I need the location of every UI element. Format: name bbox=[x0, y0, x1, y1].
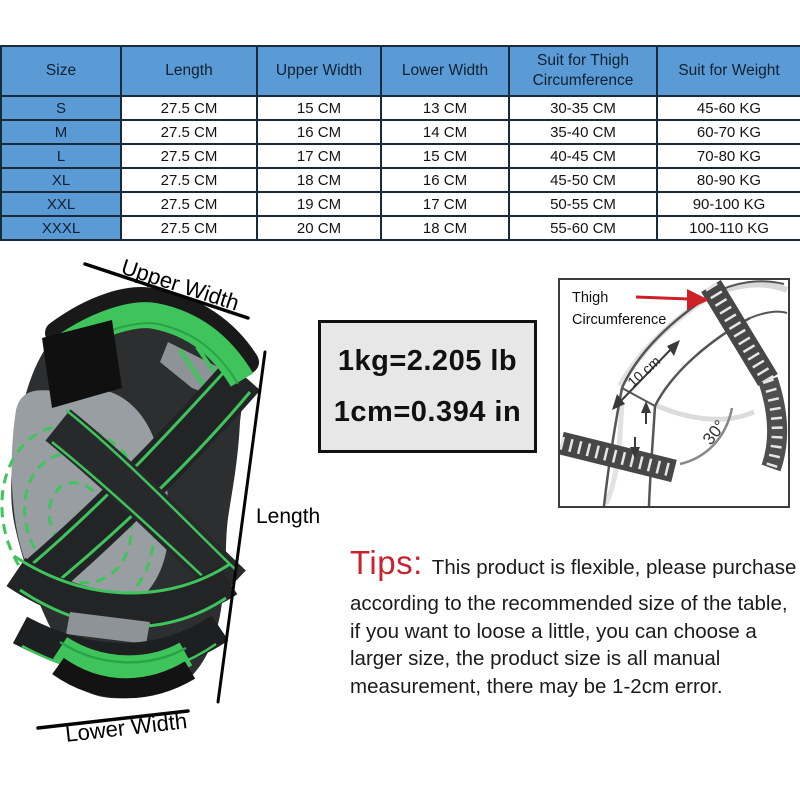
size-cell: XXL bbox=[0, 191, 122, 217]
value-cell: 40-45 CM bbox=[508, 143, 658, 169]
value-cell: 80-90 KG bbox=[656, 167, 800, 193]
table-row: XXXL 27.5 CM 20 CM 18 CM 55-60 CM 100-110 KG bbox=[0, 215, 800, 241]
table-header-row: Size Length Upper Width Lower Width Suit… bbox=[0, 45, 800, 97]
header-thigh-circumference: Suit for Thigh Circumference bbox=[508, 45, 658, 97]
tips-line: larger size, the product size is all man… bbox=[350, 647, 721, 670]
tips-line: according to the recommended size of the… bbox=[350, 592, 788, 615]
upper-width-line bbox=[83, 262, 250, 320]
size-cell: XL bbox=[0, 167, 122, 193]
thigh-measurement-diagram: Thigh Circumference 10 cm 30° bbox=[558, 278, 790, 508]
knee-brace-product-image bbox=[0, 262, 267, 730]
red-arrow-icon bbox=[635, 295, 690, 301]
tips-text: This product is flexible, please purchas… bbox=[431, 556, 797, 579]
value-cell: 14 CM bbox=[380, 119, 510, 145]
value-cell: 100-110 KG bbox=[656, 215, 800, 241]
value-cell: 27.5 CM bbox=[120, 95, 258, 121]
value-cell: 16 CM bbox=[380, 167, 510, 193]
value-cell: 45-50 CM bbox=[508, 167, 658, 193]
table-row: S 27.5 CM 15 CM 13 CM 30-35 CM 45-60 KG bbox=[0, 95, 800, 121]
header-lower-width: Lower Width bbox=[380, 45, 510, 97]
lower-width-line bbox=[36, 709, 190, 730]
value-cell: 18 CM bbox=[256, 167, 382, 193]
value-cell: 15 CM bbox=[256, 95, 382, 121]
value-cell: 30-35 CM bbox=[508, 95, 658, 121]
tips-section: Tips: This product is flexible, please pu… bbox=[350, 544, 800, 700]
header-size: Size bbox=[0, 45, 122, 97]
thigh-label: Thigh bbox=[572, 290, 608, 306]
value-cell: 55-60 CM bbox=[508, 215, 658, 241]
value-cell: 20 CM bbox=[256, 215, 382, 241]
value-cell: 45-60 KG bbox=[656, 95, 800, 121]
table-row: L 27.5 CM 17 CM 15 CM 40-45 CM 70-80 KG bbox=[0, 143, 800, 169]
header-upper-width: Upper Width bbox=[256, 45, 382, 97]
size-table-body: S 27.5 CM 15 CM 13 CM 30-35 CM 45-60 KG M 27.5 … bbox=[0, 95, 800, 241]
header-length: Length bbox=[120, 45, 258, 97]
value-cell: 18 CM bbox=[380, 215, 510, 241]
tips-line: measurement, there may be 1-2cm error. bbox=[350, 674, 723, 698]
value-cell: 90-100 KG bbox=[656, 191, 800, 217]
value-cell: 35-40 CM bbox=[508, 119, 658, 145]
value-cell: 60-70 KG bbox=[656, 119, 800, 145]
value-cell: 17 CM bbox=[256, 143, 382, 169]
value-cell: 15 CM bbox=[380, 143, 510, 169]
value-cell: 50-55 CM bbox=[508, 191, 658, 217]
size-cell: M bbox=[0, 119, 122, 145]
value-cell: 19 CM bbox=[256, 191, 382, 217]
size-cell: XXXL bbox=[0, 215, 122, 241]
tips-line: if you want to loose a little, you can c… bbox=[350, 619, 757, 643]
header-weight: Suit for Weight bbox=[656, 45, 800, 97]
value-cell: 27.5 CM bbox=[120, 215, 258, 241]
table-row: XL 27.5 CM 18 CM 16 CM 45-50 CM 80-90 KG bbox=[0, 167, 800, 193]
cm-to-in-conversion: 1cm=0.394 in bbox=[333, 395, 522, 428]
length-label: Length bbox=[256, 505, 321, 528]
size-cell: S bbox=[0, 95, 122, 121]
value-cell: 27.5 CM bbox=[120, 143, 258, 169]
leg-diagram-drawing: Thigh Circumference 10 cm 30° bbox=[560, 280, 788, 506]
size-table: Size Length Upper Width Lower Width Suit… bbox=[0, 45, 800, 241]
value-cell: 27.5 CM bbox=[120, 191, 258, 217]
table-row: M 27.5 CM 16 CM 14 CM 35-40 CM 60-70 KG bbox=[0, 119, 800, 145]
value-cell: 17 CM bbox=[380, 191, 510, 217]
size-cell: L bbox=[0, 143, 122, 169]
value-cell: 13 CM bbox=[380, 95, 510, 121]
tips-line: Tips: This product is flexible, please pu… bbox=[350, 544, 800, 582]
circumference-label: Circumference bbox=[572, 312, 666, 328]
tips-heading: Tips: bbox=[350, 544, 423, 581]
value-cell: 27.5 CM bbox=[120, 119, 258, 145]
kg-to-lb-conversion: 1kg=2.205 lb bbox=[337, 344, 518, 377]
table-row: XXL 27.5 CM 19 CM 17 CM 50-55 CM 90-100 KG bbox=[0, 191, 800, 217]
value-cell: 27.5 CM bbox=[120, 167, 258, 193]
length-line bbox=[216, 350, 267, 704]
unit-conversion-box: 1kg=2.205 lb 1cm=0.394 in bbox=[318, 320, 537, 453]
value-cell: 16 CM bbox=[256, 119, 382, 145]
value-cell: 70-80 KG bbox=[656, 143, 800, 169]
